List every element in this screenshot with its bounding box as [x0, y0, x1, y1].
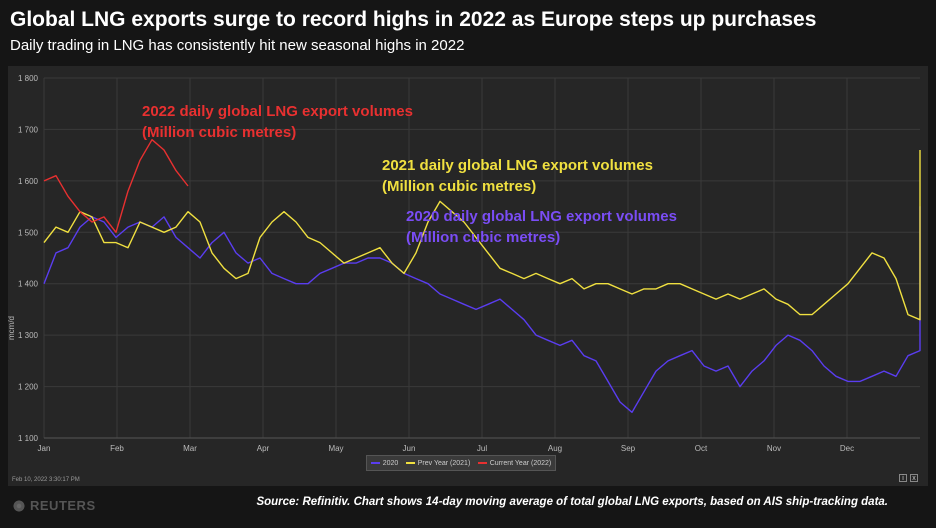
annotation-2021-line2: (Million cubic metres): [382, 178, 537, 195]
x-tick-label: Feb: [110, 444, 124, 453]
series-lines: [43, 138, 921, 413]
legend-item-2022[interactable]: Current Year (2022): [477, 459, 552, 467]
legend-label-2020: 2020: [382, 459, 399, 467]
timestamp: Feb 10, 2022 3:30:17 PM: [12, 477, 80, 483]
reuters-logo-icon: [12, 498, 26, 513]
y-tick-label: 1 200: [18, 383, 39, 392]
annotation-2021: 2021 daily global LNG export volumes (Mi…: [382, 155, 653, 197]
series-line-2021: [43, 150, 921, 321]
legend-item-2020[interactable]: 2020: [370, 459, 399, 467]
y-tick-label: 1 700: [18, 125, 39, 134]
annotation-2020: 2020 daily global LNG export volumes (Mi…: [406, 206, 677, 248]
x-tick-label: Apr: [257, 444, 270, 453]
close-icon[interactable]: x: [910, 474, 918, 482]
chart-tool-icons: i x: [899, 474, 918, 482]
x-tick-label: Jan: [38, 444, 51, 453]
chart-legend: 2020 Prev Year (2021) Current Year (2022…: [366, 455, 556, 471]
chart-title: Global LNG exports surge to record highs…: [10, 8, 817, 31]
x-tick-label: Oct: [695, 444, 708, 453]
annotation-2022: 2022 daily global LNG export volumes (Mi…: [142, 101, 413, 143]
x-tick-label: Jul: [477, 444, 487, 453]
y-axis-label: mcm/d: [7, 316, 16, 340]
y-tick-label: 1 300: [18, 331, 39, 340]
y-tick-label: 1 400: [18, 280, 39, 289]
reuters-logo: REUTERS: [12, 498, 96, 513]
y-tick-label: 1 600: [18, 177, 39, 186]
chart-subtitle: Daily trading in LNG has consistently hi…: [10, 37, 465, 54]
legend-label-2021: Prev Year (2021): [417, 459, 471, 467]
grid-lines: [43, 77, 920, 439]
legend-label-2022: Current Year (2022): [489, 459, 552, 467]
y-tick-label: 1 500: [18, 228, 39, 237]
x-axis-ticks: Jan Feb Mar Apr May Jun Jul Aug Sep Oct Nov Dec: [38, 444, 855, 453]
x-tick-label: May: [328, 444, 343, 453]
x-tick-label: Aug: [548, 444, 562, 453]
series-line-2022: [43, 138, 189, 234]
info-icon[interactable]: i: [899, 474, 907, 482]
legend-swatch-2021: [405, 462, 415, 464]
annotation-2020-line2: (Million cubic metres): [406, 229, 561, 246]
line-chart: 1 800 1 700 1 600 1 500 1 400 1 300 1 200 1 100…: [18, 74, 921, 453]
annotation-2022-line2: (Million cubic metres): [142, 124, 297, 141]
y-axis-ticks: 1 800 1 700 1 600 1 500 1 400 1 300 1 200 1 100: [18, 74, 39, 443]
reuters-logo-text: REUTERS: [30, 498, 96, 513]
legend-swatch-2020: [370, 462, 380, 464]
annotation-2020-line1: 2020 daily global LNG export volumes: [406, 208, 677, 225]
source-note: Source: Refinitiv. Chart shows 14-day mo…: [256, 496, 888, 508]
annotation-2022-line1: 2022 daily global LNG export volumes: [142, 103, 413, 120]
legend-item-2021[interactable]: Prev Year (2021): [405, 459, 471, 467]
x-tick-label: Jun: [403, 444, 416, 453]
x-tick-label: Mar: [183, 444, 197, 453]
x-tick-label: Sep: [621, 444, 636, 453]
chart-panel: 1 800 1 700 1 600 1 500 1 400 1 300 1 200 1 100…: [7, 66, 928, 486]
annotation-2021-line1: 2021 daily global LNG export volumes: [382, 157, 653, 174]
y-tick-label: 1 800: [18, 74, 39, 83]
x-tick-label: Nov: [767, 444, 781, 453]
legend-swatch-2022: [477, 462, 487, 464]
x-tick-label: Dec: [840, 444, 854, 453]
y-tick-label: 1 100: [18, 434, 39, 443]
